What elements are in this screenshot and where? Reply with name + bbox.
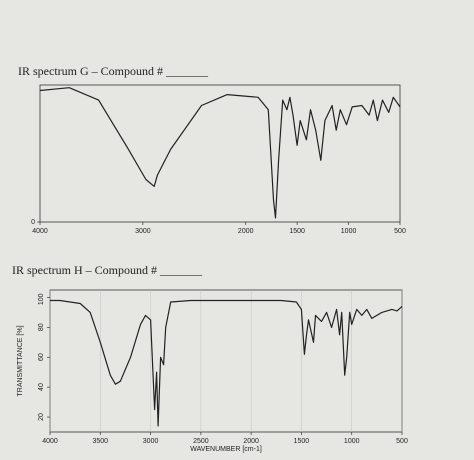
- y-tick-label: 20: [38, 413, 45, 421]
- x-tick-label: 2000: [238, 228, 254, 235]
- y-tick-label: 0: [31, 219, 35, 226]
- x-tick-label: 1000: [344, 438, 360, 445]
- x-tick-label: 3500: [92, 438, 108, 445]
- y-axis-label: TRANSMITTANCE [%]: [17, 325, 24, 396]
- x-tick-label: 500: [396, 438, 408, 445]
- x-tick-label: 4000: [32, 228, 48, 235]
- x-tick-label: 1000: [341, 228, 357, 235]
- y-tick-label: 40: [38, 383, 45, 391]
- x-axis-label: WAVENUMBER [cm-1]: [190, 446, 262, 453]
- spectrum-line: [39, 87, 401, 219]
- x-tick-label: 2500: [193, 438, 209, 445]
- chart-title: IR spectrum G – Compound # _______: [18, 64, 209, 78]
- x-tick-label: 1500: [289, 228, 305, 235]
- x-tick-label: 500: [394, 228, 406, 235]
- x-tick-label: 1500: [294, 438, 310, 445]
- y-tick-label: 100: [38, 293, 45, 305]
- x-tick-label: 3000: [135, 228, 151, 235]
- x-tick-label: 3000: [143, 438, 159, 445]
- x-tick-label: 2000: [243, 438, 259, 445]
- y-tick-label: 60: [38, 353, 45, 361]
- chart-title: IR spectrum H – Compound # _______: [12, 263, 203, 277]
- x-tick-label: 4000: [42, 438, 58, 445]
- y-tick-label: 80: [38, 323, 45, 331]
- plot-frame: [39, 84, 401, 223]
- spectrum-line: [50, 299, 403, 427]
